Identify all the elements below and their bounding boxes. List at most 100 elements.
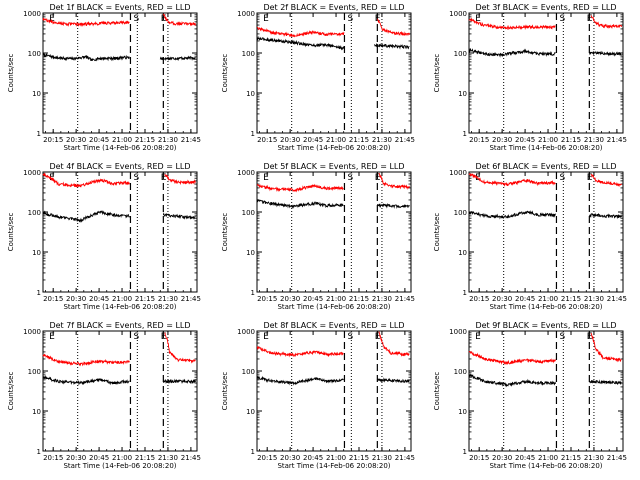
x-tick-label: 20:30	[280, 454, 300, 462]
events-series-line	[373, 42, 410, 50]
x-tick-label: 21:45	[181, 136, 201, 144]
y-tick-label: 1	[37, 130, 41, 138]
y-tick-label: 10	[246, 90, 255, 98]
marker-label: S	[347, 332, 353, 342]
y-tick-label: 1	[251, 130, 255, 138]
y-tick-label: 100	[454, 50, 467, 58]
detector-panel: Det 4f BLACK = Events, RED = LLD 1 10 100 10…	[7, 162, 201, 311]
x-tick-label: 20:15	[257, 295, 277, 303]
lld-series-line	[590, 15, 622, 29]
x-tick-label: 21:15	[349, 454, 369, 462]
y-tick-label: 100	[28, 50, 41, 58]
panel-title: Det 8f BLACK = Events, RED = LLD	[263, 321, 404, 330]
x-tick-label: 21:45	[395, 136, 415, 144]
x-tick-label: 20:45	[303, 295, 323, 303]
lld-series-line	[468, 17, 556, 31]
x-tick-label: 21:30	[584, 295, 604, 303]
marker-label: S	[133, 173, 139, 183]
x-tick-label: 21:45	[181, 295, 201, 303]
plot-frame	[256, 330, 412, 452]
y-tick-label: 1000	[449, 328, 467, 336]
marker-label: E	[375, 332, 381, 342]
plot-frame	[468, 12, 624, 134]
lld-series-line	[590, 174, 622, 188]
lld-series-line	[42, 17, 130, 27]
y-tick-label: 1	[251, 289, 255, 297]
x-axis-label: Start Time (14-Feb-06 20:08:20)	[489, 303, 602, 311]
x-tick-label: 21:15	[135, 454, 155, 462]
plot-frame	[468, 171, 624, 293]
y-tick-label: 1000	[449, 169, 467, 177]
events-series-line	[589, 212, 622, 220]
plot-frame	[256, 171, 412, 293]
y-tick-label: 1	[463, 130, 467, 138]
lld-series-line	[468, 351, 556, 365]
x-tick-label: 20:45	[515, 136, 535, 144]
marker-label: E	[475, 332, 481, 342]
panel-title: Det 5f BLACK = Events, RED = LLD	[263, 162, 404, 171]
events-series-line	[589, 379, 622, 385]
marker-label: E	[161, 14, 167, 24]
detector-panel: Det 9f BLACK = Events, RED = LLD 1 10 100 10…	[433, 321, 627, 470]
y-tick-label: 100	[28, 209, 41, 217]
x-axis-label: Start Time (14-Feb-06 20:08:20)	[277, 303, 390, 311]
marker-label: S	[559, 173, 565, 183]
x-tick-label: 21:00	[112, 454, 132, 462]
marker-label: S	[559, 332, 565, 342]
y-axis-label: Counts/sec	[7, 213, 15, 252]
marker-label: E	[49, 332, 55, 342]
panel-title: Det 7f BLACK = Events, RED = LLD	[49, 321, 190, 330]
x-tick-label: 21:45	[395, 454, 415, 462]
y-tick-label: 10	[32, 249, 41, 257]
x-tick-label: 21:45	[181, 454, 201, 462]
y-tick-label: 1000	[23, 328, 41, 336]
y-tick-label: 1000	[237, 169, 255, 177]
y-tick-label: 100	[242, 209, 255, 217]
lld-series-line	[256, 26, 345, 38]
lld-series-line	[378, 172, 410, 190]
lld-series-line	[256, 346, 344, 358]
x-tick-label: 21:30	[584, 454, 604, 462]
events-series-line	[42, 210, 130, 223]
x-tick-label: 21:15	[135, 136, 155, 144]
x-tick-label: 21:00	[538, 295, 558, 303]
events-series-line	[468, 373, 556, 388]
lld-series-line	[256, 183, 344, 193]
y-tick-label: 1	[463, 289, 467, 297]
x-axis-label: Start Time (14-Feb-06 20:08:20)	[63, 303, 176, 311]
panel-title: Det 6f BLACK = Events, RED = LLD	[475, 162, 616, 171]
x-tick-label: 20:45	[515, 295, 535, 303]
x-tick-label: 21:15	[349, 295, 369, 303]
x-tick-label: 21:30	[584, 136, 604, 144]
marker-label: E	[263, 14, 269, 24]
y-axis-label: Counts/sec	[221, 54, 229, 93]
x-tick-label: 21:45	[607, 295, 627, 303]
marker-label: E	[161, 173, 167, 183]
events-series-line	[468, 48, 556, 58]
x-axis-label: Start Time (14-Feb-06 20:08:20)	[277, 144, 390, 152]
marker-label: E	[49, 173, 55, 183]
y-tick-label: 1	[463, 448, 467, 456]
plot-frame	[42, 330, 198, 452]
x-tick-label: 21:45	[395, 295, 415, 303]
marker-label: E	[263, 332, 269, 342]
y-tick-label: 10	[246, 408, 255, 416]
marker-label: E	[587, 173, 593, 183]
lld-series-line	[590, 332, 622, 363]
x-tick-label: 21:15	[561, 295, 581, 303]
lld-series-line	[164, 332, 196, 364]
x-tick-label: 20:30	[66, 454, 86, 462]
marker-label: S	[133, 14, 139, 24]
events-series-line	[468, 210, 556, 220]
detector-panel: Det 6f BLACK = Events, RED = LLD 1 10 100 10…	[433, 162, 627, 311]
x-axis-label: Start Time (14-Feb-06 20:08:20)	[489, 144, 602, 152]
detector-panel: Det 1f BLACK = Events, RED = LLD 1 10 100 10…	[7, 3, 201, 152]
y-tick-label: 10	[32, 408, 41, 416]
x-tick-label: 20:15	[469, 295, 489, 303]
lld-series-line	[468, 173, 556, 187]
x-tick-label: 20:30	[492, 454, 512, 462]
lld-series-line	[376, 18, 410, 37]
panel-title: Det 9f BLACK = Events, RED = LLD	[475, 321, 616, 330]
events-series-line	[162, 212, 196, 220]
